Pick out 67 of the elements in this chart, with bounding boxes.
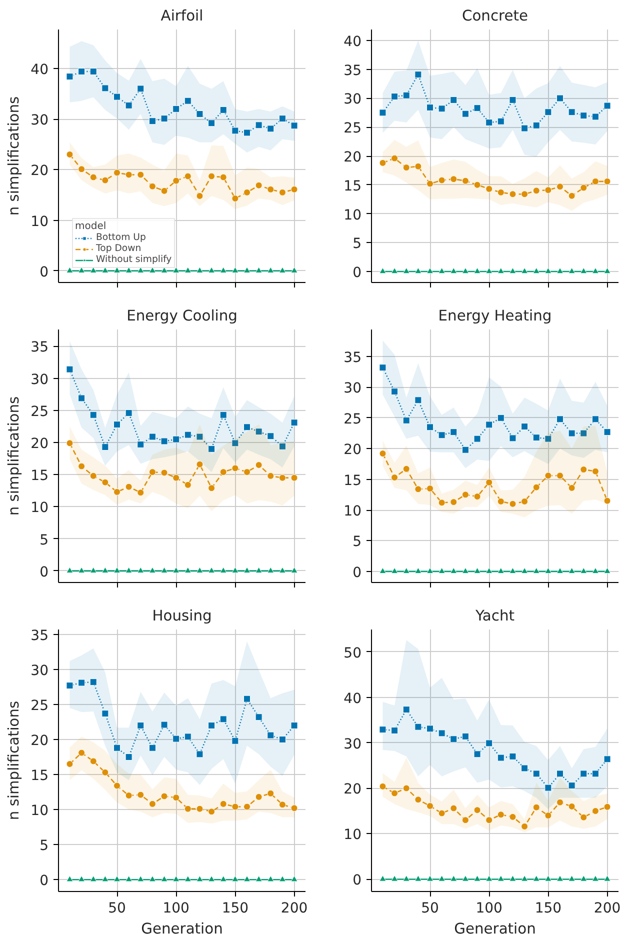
y-tick-label: 35 <box>344 62 362 79</box>
y-tick-label: 10 <box>30 500 49 516</box>
y-tick-label: 10 <box>344 207 362 224</box>
legend-title: model <box>75 221 108 232</box>
chart-title: Airfoil <box>160 8 204 24</box>
y-tick-label: 15 <box>344 178 362 194</box>
y-tick-label: 10 <box>344 504 362 520</box>
y-tick-label: 10 <box>30 214 49 230</box>
y-tick-label: 25 <box>30 698 49 714</box>
y-tick-label: 15 <box>30 768 49 784</box>
x-axis-title: Generation <box>141 920 223 934</box>
legend-label: Top Down <box>96 243 142 254</box>
y-tick-label: 35 <box>30 628 49 644</box>
y-tick-label: 20 <box>344 150 362 166</box>
y-tick-label: 5 <box>40 838 49 854</box>
y-tick-label: 0 <box>352 872 362 889</box>
x-tick-label: 200 <box>594 900 621 916</box>
y-axis-title: n simplifications <box>6 96 23 216</box>
y-tick-label: 0 <box>40 264 49 280</box>
x-tick-label: 100 <box>162 900 190 916</box>
y-tick-label: 25 <box>344 411 362 428</box>
chart-title: Yacht <box>474 608 515 624</box>
y-tick-label: 0 <box>352 265 362 282</box>
y-tick-label: 5 <box>40 532 49 548</box>
x-tick-label: 50 <box>108 900 126 916</box>
y-tick-label: 5 <box>352 236 362 252</box>
y-tick-label: 0 <box>40 873 49 890</box>
x-axis-title: Generation <box>454 920 536 934</box>
y-tick-label: 20 <box>30 163 49 180</box>
y-tick-label: 50 <box>344 645 362 662</box>
y-tick-label: 30 <box>344 92 362 108</box>
chart-title: Energy Cooling <box>126 308 238 324</box>
y-tick-label: 15 <box>30 468 49 484</box>
chart-title: Concrete <box>462 8 528 24</box>
chart-title: Housing <box>152 608 212 624</box>
y-tick-label: 20 <box>30 436 49 452</box>
y-tick-label: 40 <box>344 34 362 50</box>
y-tick-label: 40 <box>30 62 49 78</box>
y-tick-label: 30 <box>344 736 362 752</box>
y-tick-label: 35 <box>30 340 49 356</box>
y-tick-label: 35 <box>344 350 362 366</box>
y-tick-label: 30 <box>30 372 49 388</box>
legend-label: Bottom Up <box>96 232 146 243</box>
y-tick-label: 10 <box>30 803 49 820</box>
y-tick-label: 15 <box>344 472 362 489</box>
y-tick-label: 25 <box>30 404 49 420</box>
y-axis-title: n simplifications <box>6 700 23 820</box>
chart-title: Energy Heating <box>438 308 552 324</box>
y-tick-label: 0 <box>352 564 362 581</box>
y-tick-label: 40 <box>344 690 362 707</box>
y-tick-label: 20 <box>344 782 362 798</box>
y-tick-label: 5 <box>352 534 362 550</box>
y-axis-title: n simplifications <box>6 396 23 516</box>
x-tick-label: 100 <box>476 900 502 916</box>
y-tick-label: 10 <box>344 827 362 844</box>
y-tick-label: 25 <box>344 120 362 137</box>
y-tick-label: 30 <box>30 112 49 129</box>
x-tick-label: 200 <box>280 900 308 916</box>
y-tick-label: 20 <box>30 732 49 749</box>
y-tick-label: 30 <box>30 662 49 679</box>
x-tick-label: 50 <box>421 900 439 916</box>
x-tick-label: 150 <box>534 900 562 916</box>
y-tick-label: 0 <box>40 564 49 580</box>
y-tick-label: 30 <box>344 380 362 397</box>
x-tick-label: 150 <box>222 900 249 916</box>
legend-label: Without simplify <box>96 254 172 265</box>
y-tick-label: 20 <box>344 442 362 458</box>
